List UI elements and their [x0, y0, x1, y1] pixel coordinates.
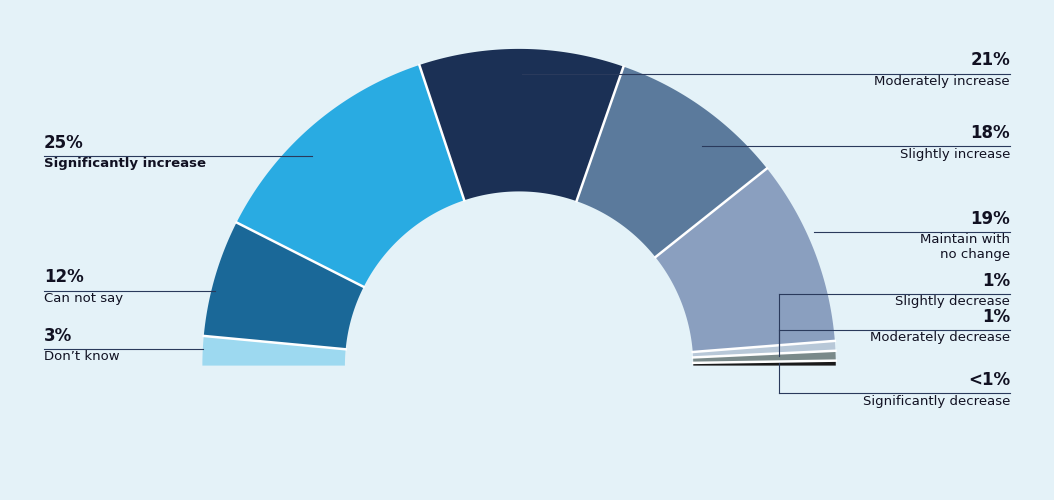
Polygon shape [236, 65, 464, 287]
Polygon shape [577, 66, 767, 257]
Polygon shape [694, 360, 836, 366]
Text: 18%: 18% [971, 124, 1010, 142]
Text: 21%: 21% [971, 52, 1010, 70]
Polygon shape [656, 168, 835, 352]
Text: 19%: 19% [971, 210, 1010, 228]
Polygon shape [203, 222, 364, 350]
Text: Maintain with
no change: Maintain with no change [920, 233, 1010, 261]
Text: Slightly decrease: Slightly decrease [895, 295, 1010, 308]
Text: <1%: <1% [968, 372, 1010, 390]
Polygon shape [419, 49, 624, 201]
Text: 25%: 25% [44, 134, 83, 152]
Text: 1%: 1% [982, 308, 1010, 326]
Text: Significantly decrease: Significantly decrease [862, 394, 1010, 407]
Text: Slightly increase: Slightly increase [900, 148, 1010, 160]
Text: Significantly increase: Significantly increase [44, 157, 206, 170]
Polygon shape [692, 341, 836, 357]
Polygon shape [202, 336, 346, 366]
Text: Don’t know: Don’t know [44, 350, 120, 364]
Text: Moderately increase: Moderately increase [875, 75, 1010, 88]
Polygon shape [694, 351, 836, 363]
Text: Can not say: Can not say [44, 292, 123, 305]
Text: Moderately decrease: Moderately decrease [870, 332, 1010, 344]
Text: 12%: 12% [44, 268, 83, 286]
Text: 3%: 3% [44, 327, 73, 345]
Text: 1%: 1% [982, 272, 1010, 289]
